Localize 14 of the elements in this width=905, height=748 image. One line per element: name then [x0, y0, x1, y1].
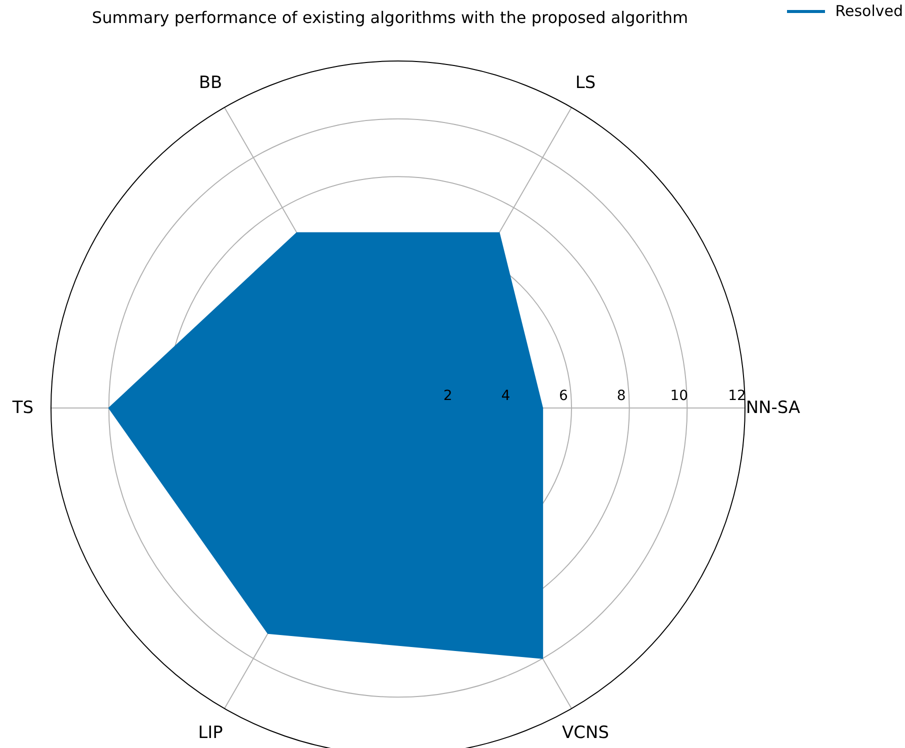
y-tick-label: 12	[728, 388, 746, 404]
y-tick-label: 6	[559, 388, 568, 404]
spoke-label: NN-SA	[746, 398, 801, 418]
spoke-label: LS	[575, 73, 596, 94]
y-tick-label: 4	[501, 388, 510, 404]
y-tick-label: 2	[443, 388, 452, 404]
spoke-label: BB	[198, 73, 222, 94]
spoke-label: VCNS	[562, 722, 610, 743]
y-tick-label: 8	[616, 388, 626, 404]
spoke-label: LIP	[198, 722, 223, 743]
y-tick-label: 10	[670, 388, 688, 404]
chart-title: Summary performance of existing algorithms with the proposed algorithm	[90, 8, 690, 27]
spoke-label: TS	[11, 398, 34, 418]
legend-label: Resolved	[835, 2, 903, 20]
